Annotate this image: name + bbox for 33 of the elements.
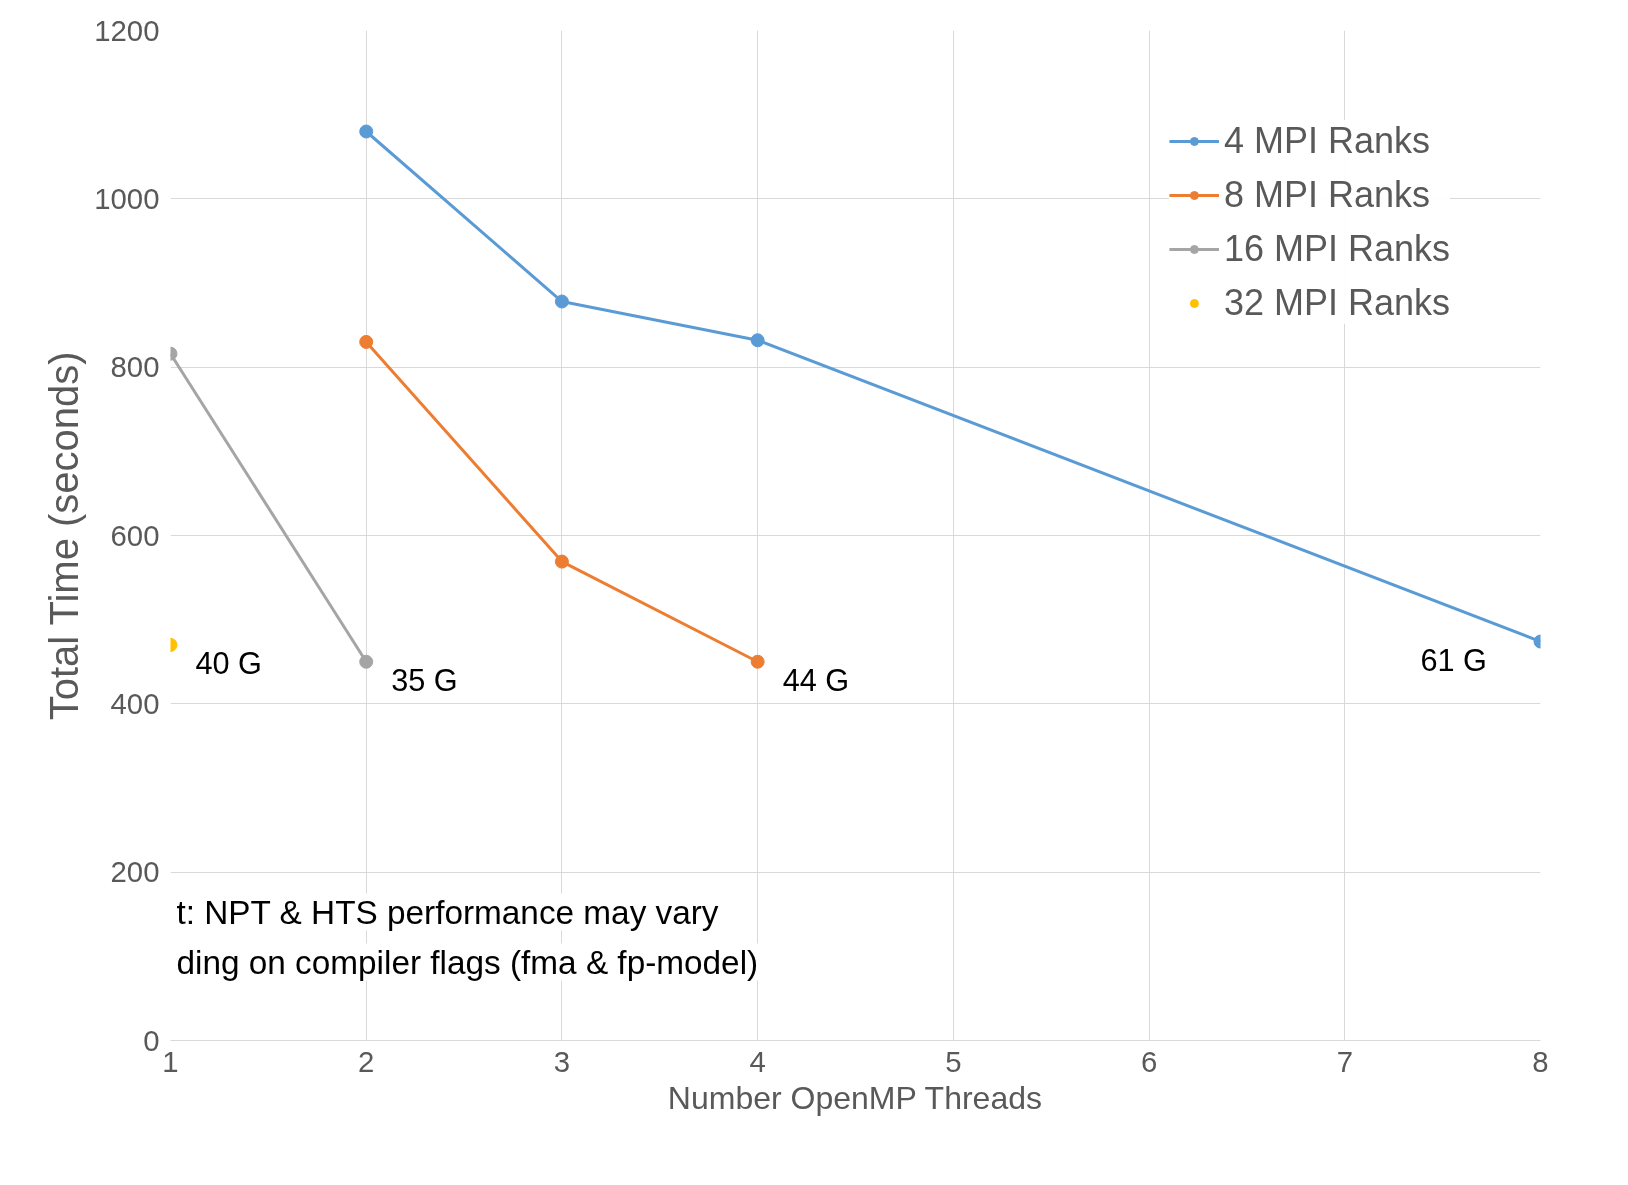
annotation: t: NPT & HTS performance may vary [176,893,719,931]
point [554,294,569,309]
y-tick-label: 400 [110,686,160,720]
y-tick-label: 600 [110,518,160,552]
point [750,654,765,669]
y-tick-label: 200 [110,855,160,889]
point [359,124,374,139]
x-tick-label: 4 [749,1044,766,1078]
annotation: 44 G [782,662,850,697]
y-tick-label: 1200 [94,13,160,47]
y-tick-label: 0 [143,1023,160,1057]
point [359,334,374,349]
x-tick-label: 5 [945,1044,962,1078]
x-tick-label: 2 [358,1044,375,1078]
y-tick-label: 1000 [94,181,160,215]
point [750,333,765,348]
x-tick-label: 7 [1336,1044,1353,1078]
x-axis-title: Number OpenMP Threads [667,1079,1042,1116]
x-tick-label: 1 [162,1044,179,1078]
y-axis-title: Total Time (seconds) [42,351,87,721]
legend-label: 8 MPI Ranks [1223,174,1430,216]
legend-label: 32 MPI Ranks [1223,282,1450,324]
annotation: ding on compiler flags (fma & fp-model) [176,943,759,981]
x-tick-label: 8 [1532,1044,1549,1078]
annotation: 40 G [195,645,262,680]
x-tick-label: 6 [1140,1044,1158,1078]
point [554,554,569,569]
annotation: 35 G [391,662,458,697]
legend-label: 4 MPI Ranks [1223,120,1430,162]
annotation: 61 G [1420,642,1487,677]
legend-label: 16 MPI Ranks [1223,228,1450,270]
x-tick-label: 3 [553,1044,571,1078]
y-tick-label: 800 [110,350,160,384]
